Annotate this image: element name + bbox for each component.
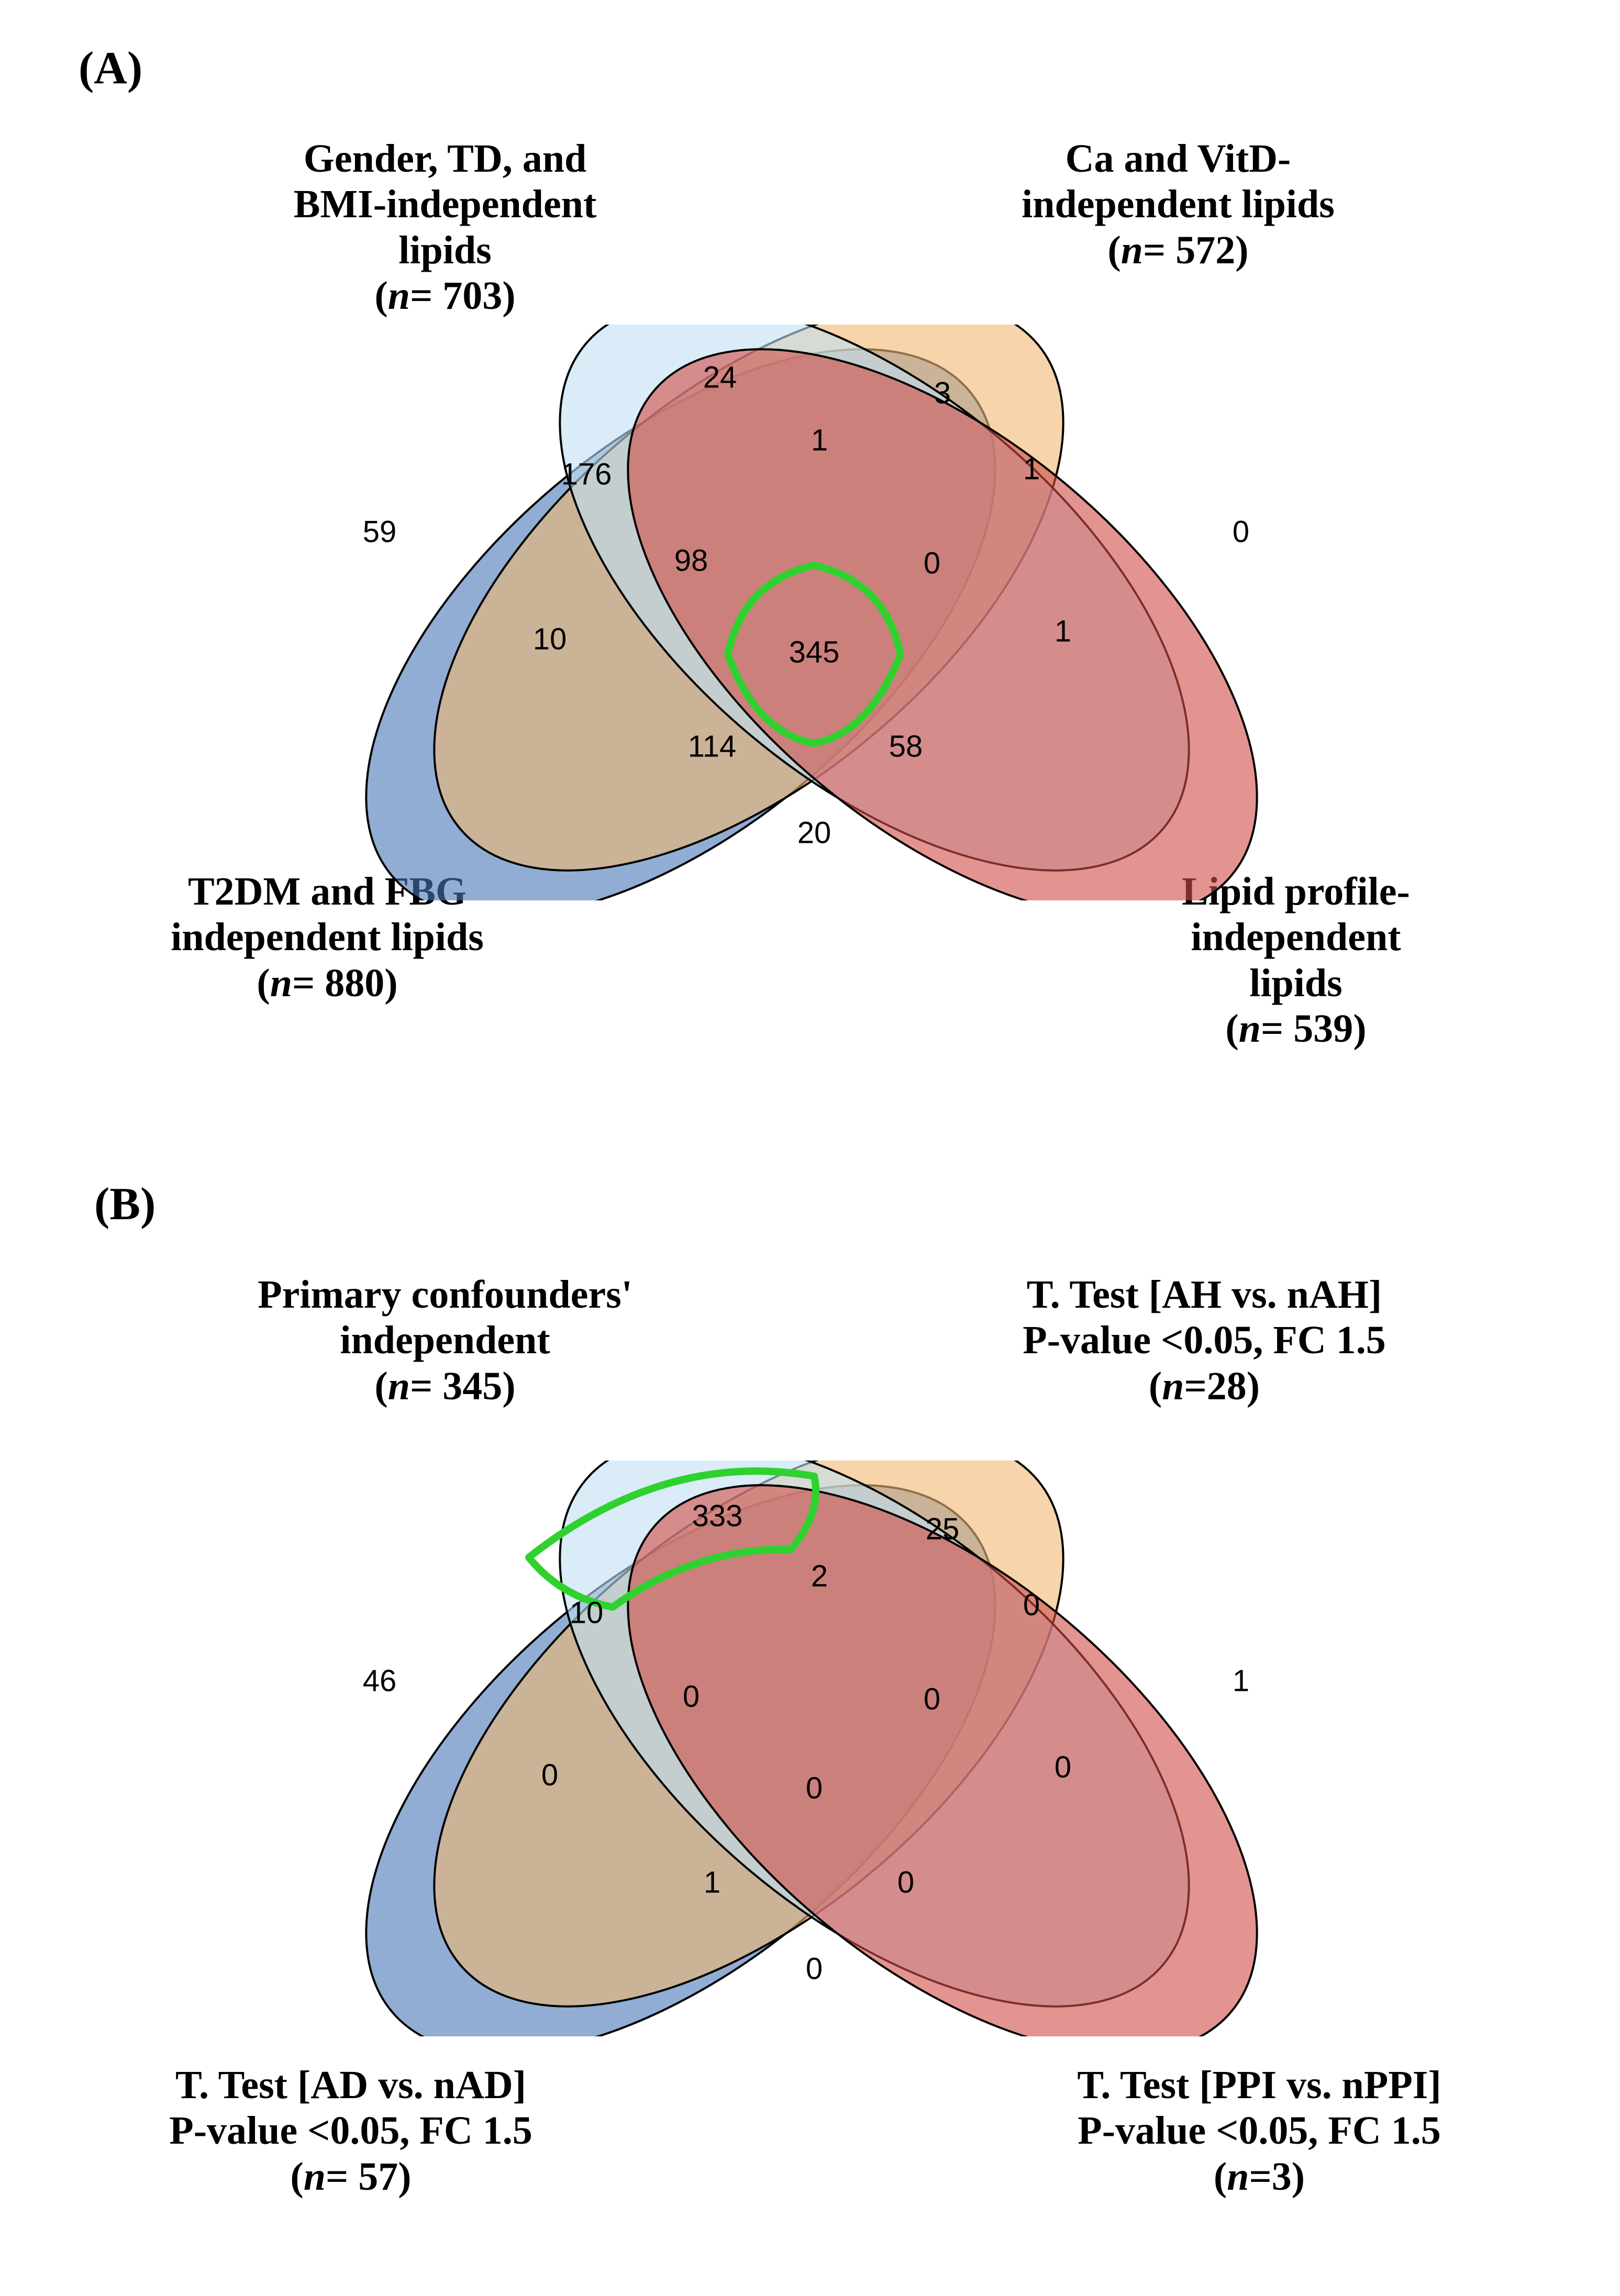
n-midl-right: 1 [1055,614,1071,648]
panel-b-label-ah: T. Test [AH vs. nAH] P-value <0.05, FC 1… [916,1272,1492,1409]
panel-b-label-ad: T. Test [AD vs. nAD] P-value <0.05, FC 1… [63,2063,639,2200]
label-line: Primary confounders' [157,1272,733,1318]
label-n: (n= 572) [942,228,1414,273]
n-only-midr: 3 [934,376,951,410]
n-only-midl: 333 [692,1499,743,1533]
label-line: independent [1047,915,1545,960]
n-left-right: 20 [797,816,831,850]
label-n-value: 703 [442,274,502,318]
n-midr-right: 1 [1023,452,1040,486]
label-line: P-value <0.05, FC 1.5 [958,2108,1560,2154]
label-n: (n= 57) [63,2154,639,2200]
label-n: (n= 539) [1047,1006,1545,1052]
n-only-left: 59 [363,515,397,549]
venn-ellipses [268,325,1356,900]
n-center-all: 0 [806,1771,823,1805]
n-center-all: 345 [789,635,840,669]
label-line: Ca and VitD- [942,136,1414,182]
label-line: BMI-independent [209,182,681,227]
label-line: Gender, TD, and [209,136,681,182]
n-midl-midr: 2 [811,1559,828,1593]
panel-a-letter: (A) [79,42,142,95]
label-line: T. Test [AH vs. nAH] [916,1272,1492,1318]
panel-b-letter: (B) [94,1178,156,1231]
label-n: (n= 345) [157,1364,733,1409]
label-line: independent lipids [942,182,1414,227]
n-left-midl-midr: 0 [683,1679,700,1713]
n-midl-midr: 1 [811,423,828,457]
n-midl-right: 0 [1055,1750,1071,1784]
panel-a-label-gender-td-bmi: Gender, TD, and BMI-independent lipids (… [209,136,681,319]
n-left-midl: 176 [561,457,612,491]
label-n-value: 345 [442,1364,502,1408]
n-midl-midr-right: 0 [924,1682,940,1716]
label-n-value: 539 [1293,1007,1353,1051]
n-left-midl: 10 [570,1596,604,1630]
panel-a-venn: 59 24 3 0 176 1 1 20 10 1 98 0 114 58 34… [246,325,1377,900]
panel-b-venn: 46 333 25 1 10 2 0 0 0 0 0 0 1 0 0 [246,1461,1377,2036]
n-midl-midr-right: 0 [924,546,940,580]
n-only-midl: 24 [703,360,737,394]
panel-b-label-ppi: T. Test [PPI vs. nPPI] P-value <0.05, FC… [958,2063,1560,2200]
n-left-midr: 10 [533,622,567,656]
n-only-left: 46 [363,1664,397,1698]
label-line: independent lipids [79,915,576,960]
panel-b-label-primary-confounders: Primary confounders' independent (n= 345… [157,1272,733,1409]
n-only-midr: 25 [926,1512,960,1546]
label-line: lipids [1047,961,1545,1006]
label-n-value: 572 [1175,228,1235,272]
panel-a-label-ca-vitd: Ca and VitD- independent lipids (n= 572) [942,136,1414,273]
label-line: independent [157,1318,733,1363]
label-line: T. Test [AD vs. nAD] [63,2063,639,2108]
label-n: (n=28) [916,1364,1492,1409]
panel-b-venn-svg: 46 333 25 1 10 2 0 0 0 0 0 0 1 0 0 [246,1461,1377,2036]
label-n: (n=3) [958,2154,1560,2200]
label-line: P-value <0.05, FC 1.5 [63,2108,639,2154]
label-line: lipids [209,228,681,273]
n-left-midr-right: 114 [688,729,736,763]
n-only-right: 0 [1233,515,1249,549]
n-left-midl-midr: 98 [674,543,708,577]
venn-ellipses [268,1461,1356,2036]
label-n-value: 28 [1207,1364,1247,1408]
n-left-midl-right: 58 [889,729,923,763]
label-line: P-value <0.05, FC 1.5 [916,1318,1492,1363]
n-left-midl-right: 0 [897,1865,914,1899]
label-n: (n= 703) [209,273,681,319]
label-n: (n= 880) [79,961,576,1006]
n-left-midr: 0 [541,1758,558,1792]
panel-a-venn-svg: 59 24 3 0 176 1 1 20 10 1 98 0 114 58 34… [246,325,1377,900]
label-n-value: 57 [358,2155,398,2199]
label-n-value: 880 [325,961,384,1005]
page-root: (A) Gender, TD, and BMI-independent lipi… [0,0,1620,2296]
label-n-value: 3 [1272,2155,1292,2199]
n-left-right: 0 [806,1952,823,1986]
label-line: T. Test [PPI vs. nPPI] [958,2063,1560,2108]
n-left-midr-right: 1 [704,1865,720,1899]
n-only-right: 1 [1233,1664,1249,1698]
n-midr-right: 0 [1023,1588,1040,1622]
